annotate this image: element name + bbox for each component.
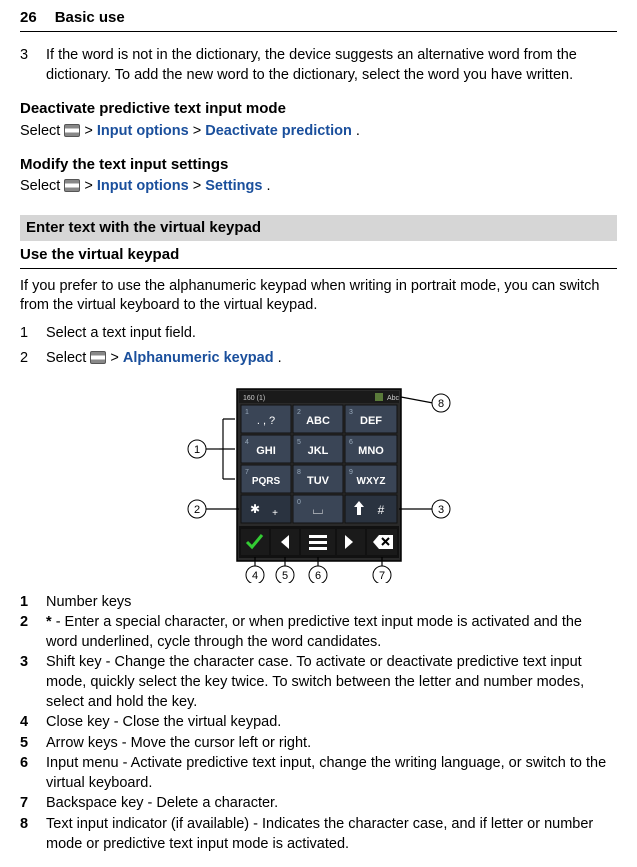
keypad-svg: 160 (1) Abc 1 . , ? 2 ABC 3 DEF 4 GHI 5 JKL 6…: [179, 383, 459, 583]
page-title: Basic use: [55, 8, 125, 28]
page-header: 26 Basic use: [20, 8, 617, 32]
legend-row: 5Arrow keys - Move the cursor left or ri…: [20, 734, 617, 754]
svg-text:MNO: MNO: [358, 445, 384, 457]
svg-text:GHI: GHI: [256, 445, 276, 457]
text: >: [84, 178, 97, 194]
step-2: 2 Select > Alphanumeric keypad .: [20, 349, 617, 369]
link-input-options: Input options: [97, 123, 189, 139]
svg-text:. , ?: . , ?: [256, 415, 274, 427]
section-band: Enter text with the virtual keypad: [20, 215, 617, 241]
link-input-options: Input options: [97, 178, 189, 194]
heading-deactivate: Deactivate predictive text input mode: [20, 99, 617, 119]
svg-text:3: 3: [349, 409, 353, 416]
step-text: Select > Alphanumeric keypad .: [46, 349, 617, 369]
link-settings: Settings: [205, 178, 262, 194]
svg-text:+: +: [272, 508, 278, 519]
text: Select: [46, 350, 90, 366]
text: Select: [20, 123, 64, 139]
link-alphanumeric-keypad: Alphanumeric keypad: [123, 350, 274, 366]
svg-text:1: 1: [245, 409, 249, 416]
menu-icon: [64, 179, 80, 192]
svg-text:TUV: TUV: [307, 475, 330, 487]
legend-row: 8Text input indicator (if available) - I…: [20, 815, 617, 854]
text: >: [193, 178, 206, 194]
svg-text:160 (1): 160 (1): [243, 395, 265, 402]
item-text: If the word is not in the dictionary, th…: [46, 46, 617, 85]
subsection-heading: Use the virtual keypad: [20, 241, 617, 268]
text: >: [110, 350, 123, 366]
list-item-3: 3 If the word is not in the dictionary, …: [20, 46, 617, 85]
text: >: [193, 123, 206, 139]
text: .: [266, 178, 270, 194]
svg-text:6: 6: [314, 570, 320, 582]
svg-text:3: 3: [437, 504, 443, 516]
link-deactivate-prediction: Deactivate prediction: [205, 123, 352, 139]
svg-text:5: 5: [281, 570, 287, 582]
text: .: [356, 123, 360, 139]
svg-text:0: 0: [297, 499, 301, 506]
step-text: Select a text input field.: [46, 324, 617, 344]
svg-text:2: 2: [193, 504, 199, 516]
legend-row: 3Shift key - Change the character case. …: [20, 653, 617, 712]
svg-text:7: 7: [378, 570, 384, 582]
menu-icon: [90, 351, 106, 364]
menu-icon: [64, 124, 80, 137]
svg-text:4: 4: [251, 570, 257, 582]
legend-row: 2* - Enter a special character, or when …: [20, 613, 617, 652]
text: Select: [20, 178, 64, 194]
modify-instruction: Select > Input options > Settings .: [20, 177, 617, 197]
svg-text:2: 2: [297, 409, 301, 416]
keypad-diagram: 160 (1) Abc 1 . , ? 2 ABC 3 DEF 4 GHI 5 JKL 6…: [20, 383, 617, 583]
legend-row: 1Number keys: [20, 593, 617, 613]
step-1: 1 Select a text input field.: [20, 324, 617, 344]
step-number: 2: [20, 349, 46, 369]
deactivate-instruction: Select > Input options > Deactivate pred…: [20, 122, 617, 142]
text: >: [84, 123, 97, 139]
heading-modify: Modify the text input settings: [20, 155, 617, 175]
legend: 1Number keys 2* - Enter a special charac…: [20, 593, 617, 854]
svg-text:Abc: Abc: [387, 395, 400, 402]
step-number: 1: [20, 324, 46, 344]
item-number: 3: [20, 46, 46, 85]
svg-text:5: 5: [297, 439, 301, 446]
intro-paragraph: If you prefer to use the alphanumeric ke…: [20, 277, 617, 316]
svg-text:9: 9: [349, 469, 353, 476]
svg-text:ABC: ABC: [306, 415, 330, 427]
page-number: 26: [20, 8, 37, 28]
svg-text:4: 4: [245, 439, 249, 446]
svg-text:8: 8: [297, 469, 301, 476]
svg-text:8: 8: [437, 398, 443, 410]
svg-text:✱: ✱: [249, 502, 259, 516]
text: .: [278, 350, 282, 366]
svg-text:1: 1: [193, 444, 199, 456]
legend-row: 7Backspace key - Delete a character.: [20, 794, 617, 814]
legend-row: 6Input menu - Activate predictive text i…: [20, 754, 617, 793]
svg-text:⌴: ⌴: [312, 502, 322, 517]
legend-row: 4Close key - Close the virtual keypad.: [20, 713, 617, 733]
svg-text:DEF: DEF: [360, 415, 382, 427]
svg-text:PQRS: PQRS: [251, 476, 280, 487]
svg-text:WXYZ: WXYZ: [356, 476, 385, 487]
svg-text:JKL: JKL: [307, 445, 328, 457]
svg-text:#: #: [377, 503, 384, 517]
svg-text:6: 6: [349, 439, 353, 446]
svg-text:7: 7: [245, 469, 249, 476]
